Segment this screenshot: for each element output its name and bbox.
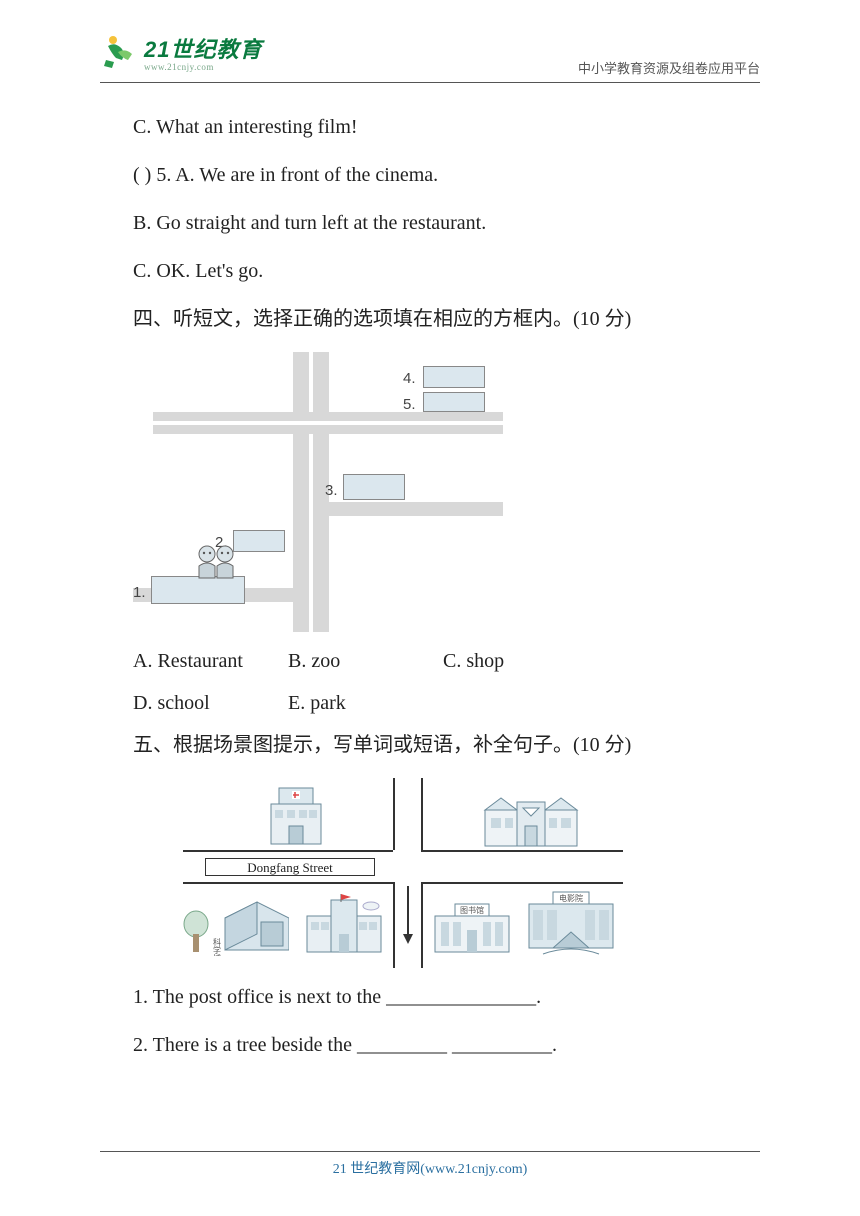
horizontal-road-mid: [329, 502, 503, 516]
logo-icon: [100, 32, 140, 72]
footer-text: 21 世纪教育网(www.21cnjy.com): [0, 1158, 860, 1178]
arrow-down-icon: [401, 886, 415, 957]
label-3: 3.: [325, 480, 338, 503]
sec5-q2: 2. There is a tree beside the _________ …: [133, 1030, 727, 1060]
label-5: 5.: [403, 394, 416, 417]
building-post-office: [481, 796, 581, 853]
children-icon: [193, 544, 243, 580]
street-line-left-bottom: [183, 882, 393, 884]
header-subtitle: 中小学教育资源及组卷应用平台: [578, 58, 760, 77]
building-library: 图书馆: [431, 894, 513, 961]
opt-a: A. Restaurant: [133, 646, 288, 676]
road-center-line: [309, 352, 313, 632]
building-museum: 科学博物馆: [211, 888, 289, 961]
street-map: Dongfang Street: [183, 778, 623, 968]
footer-rule: [100, 1151, 760, 1152]
sec5-q1: 1. The post office is next to the ______…: [133, 982, 727, 1012]
q5-b: B. Go straight and turn left at the rest…: [133, 208, 727, 238]
section4-options: A. Restaurant B. zoo C. shop D. school E…: [133, 646, 727, 718]
opt-d: D. school: [133, 688, 288, 718]
label-1: 1.: [133, 582, 146, 605]
box-1: [151, 576, 245, 604]
label-4: 4.: [403, 368, 416, 391]
header-rule: [100, 82, 760, 83]
section5-title: 五、根据场景图提示，写单词或短语，补全句子。(10 分): [133, 730, 727, 760]
library-label: 图书馆: [460, 905, 484, 915]
logo: 21世纪教育 www.21cnjy.com: [100, 32, 262, 72]
box-3: [343, 474, 405, 500]
building-hospital: [261, 786, 331, 853]
content: C. What an interesting film! ( ) 5. A. W…: [133, 112, 727, 1078]
opt-e: E. park: [288, 688, 443, 718]
v-right-top: [421, 778, 423, 850]
building-cinema: 电影院: [523, 886, 619, 963]
cinema-label: 电影院: [559, 893, 583, 903]
museum-label: 科学博物馆: [213, 937, 222, 956]
v-left-bottom: [393, 882, 395, 968]
opt-c: C. shop: [443, 646, 598, 676]
road-center-line-top: [153, 421, 503, 425]
tree-icon: [181, 910, 211, 959]
street-line-right-bottom: [421, 882, 623, 884]
prev-option-c: C. What an interesting film!: [133, 112, 727, 142]
map-diagram: 4. 5. 3. 2. 1.: [133, 352, 503, 632]
logo-text: 21世纪教育: [144, 32, 262, 64]
building-school: [301, 890, 387, 961]
street-name: Dongfang Street: [205, 858, 375, 876]
q5-stem: ( ) 5. A. We are in front of the cinema.: [133, 160, 727, 190]
v-left-top: [393, 778, 395, 850]
section4-title: 四、听短文，选择正确的选项填在相应的方框内。(10 分): [133, 304, 727, 334]
box-4: [423, 366, 485, 388]
v-right-bottom: [421, 882, 423, 968]
opt-b: B. zoo: [288, 646, 443, 676]
box-5: [423, 392, 485, 412]
q5-c: C. OK. Let's go.: [133, 256, 727, 286]
